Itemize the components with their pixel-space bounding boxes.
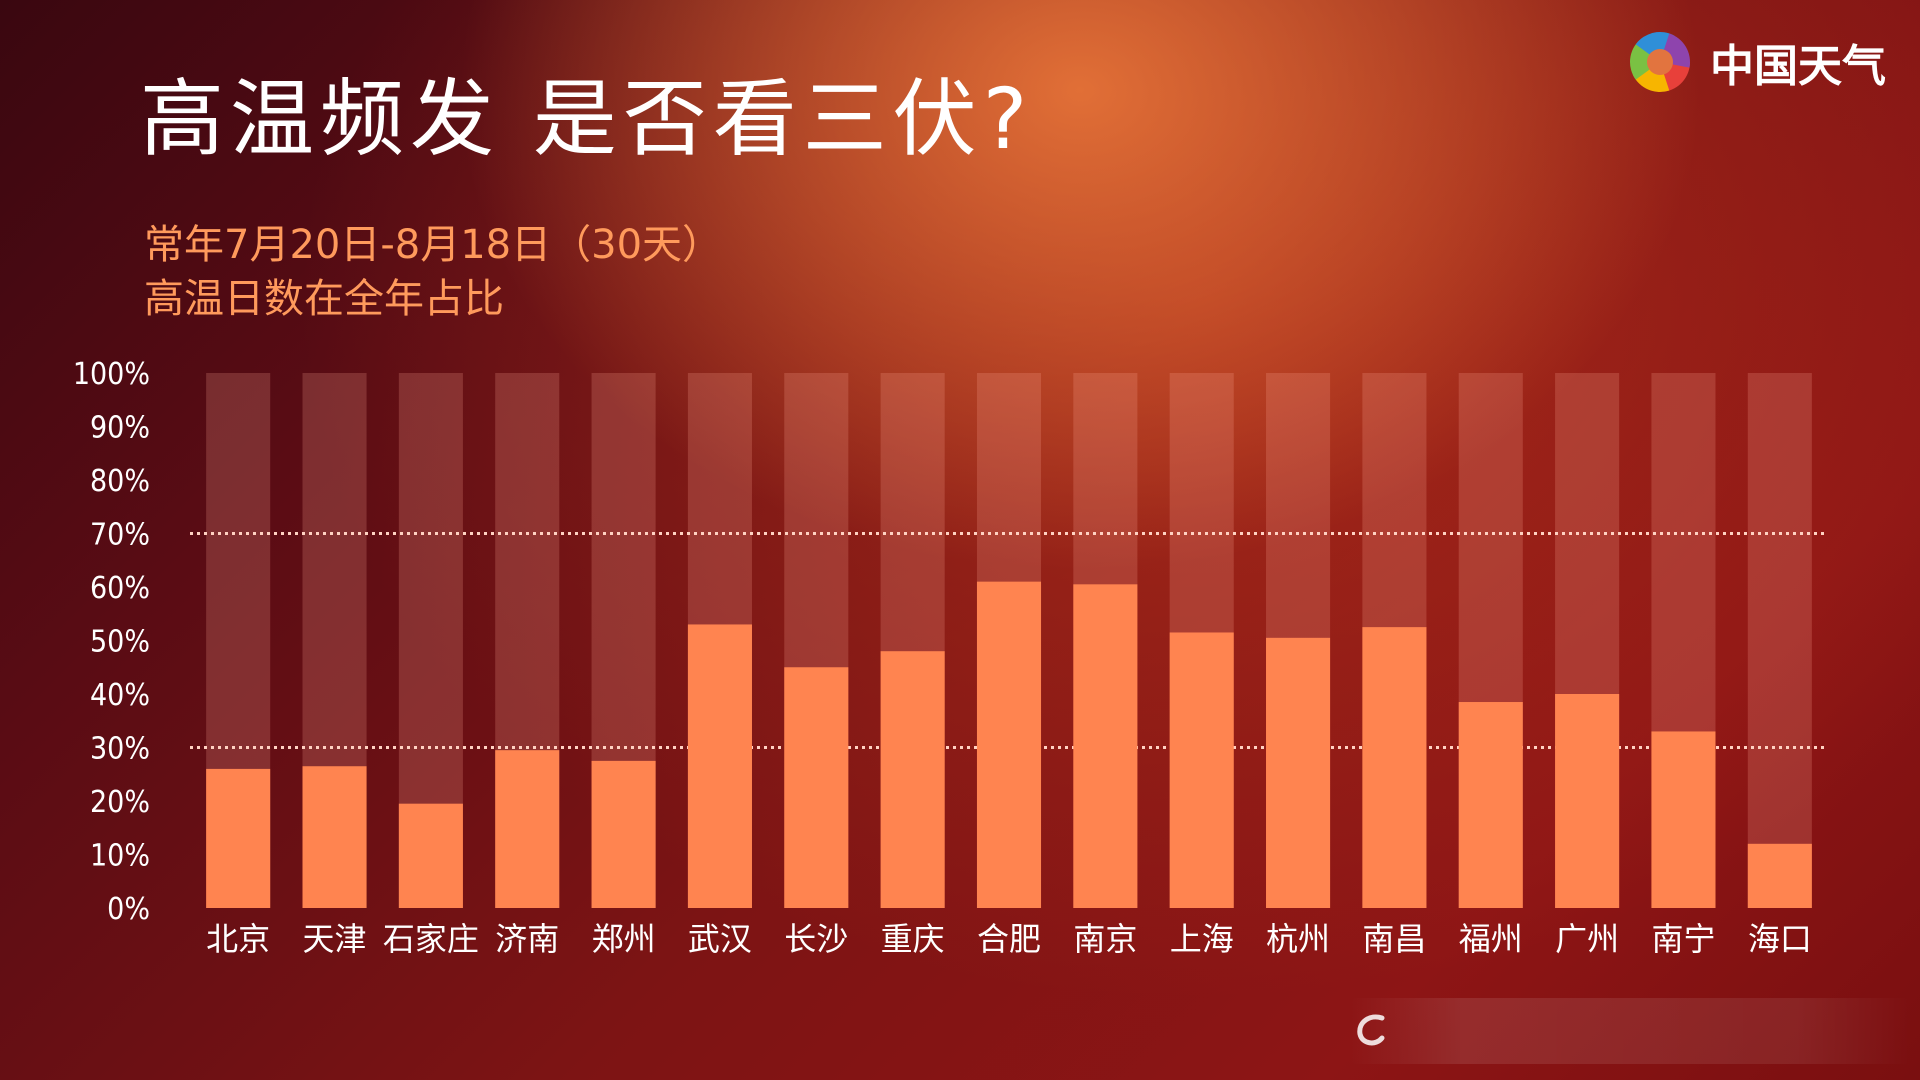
y-tick-label: 40% [90,678,150,713]
bar-background [1747,373,1812,908]
logo-segment [1635,32,1675,62]
chart-title: 高温频发 是否看三伏? [140,70,1034,168]
subtitle-line-1: 常年7月20日-8月18日（30天） [144,222,723,268]
bar [1266,637,1331,908]
x-tick-label: 杭州 [1266,920,1330,958]
bar [976,581,1042,908]
y-tick-label: 0% [107,892,150,927]
logo-text: 中国天气 [1710,41,1886,92]
logo-segment [1630,40,1660,80]
bar [591,760,656,908]
watermark [1350,998,1910,1064]
x-tick-label: 郑州 [592,920,656,958]
x-tick-label: 上海 [1170,920,1234,958]
x-tick-label: 海口 [1748,920,1812,958]
x-tick-label: 南京 [1073,920,1137,958]
bar [302,766,367,908]
x-tick-label: 长沙 [784,920,848,958]
weibo-watermark-icon [1357,1014,1385,1046]
bar [880,651,945,908]
logo-swirl-icon [1630,32,1690,92]
x-tick-label: 南昌 [1362,920,1426,958]
y-tick-label: 80% [90,464,150,499]
bar [1073,584,1138,908]
bar [1362,627,1427,908]
y-tick-label: 50% [90,625,150,660]
bar [1747,843,1812,908]
bar [1169,632,1234,908]
y-tick-label: 60% [90,571,150,606]
bar [206,768,271,908]
bar [1458,702,1523,908]
x-tick-label: 南宁 [1651,920,1715,958]
bar [1651,731,1716,908]
y-tick-label: 20% [90,785,150,820]
x-tick-label: 天津 [303,920,367,958]
bar [784,667,849,908]
bar [687,624,752,908]
x-tick-label: 石家庄 [383,920,479,958]
y-tick-label: 10% [90,839,150,874]
bar [398,803,463,908]
logo-center [1647,49,1673,75]
x-tick-label: 北京 [206,920,270,958]
china-weather-logo: 中国天气 [1620,22,1886,102]
x-tick-label: 广州 [1555,920,1619,958]
y-tick-label: 90% [90,411,150,446]
x-tick-label: 重庆 [881,920,945,958]
y-tick-label: 100% [73,357,150,392]
x-tick-label: 合肥 [977,920,1041,958]
chart-subtitle: 常年7月20日-8月18日（30天） 高温日数在全年占比 [144,218,722,326]
y-tick-label: 30% [90,732,150,767]
subtitle-line-2: 高温日数在全年占比 [144,276,504,322]
y-tick-label: 70% [90,518,150,553]
bar [1555,694,1620,908]
x-tick-label: 福州 [1459,920,1523,958]
x-tick-label: 济南 [495,920,559,958]
bar [495,750,560,908]
x-tick-label: 武汉 [688,920,752,958]
